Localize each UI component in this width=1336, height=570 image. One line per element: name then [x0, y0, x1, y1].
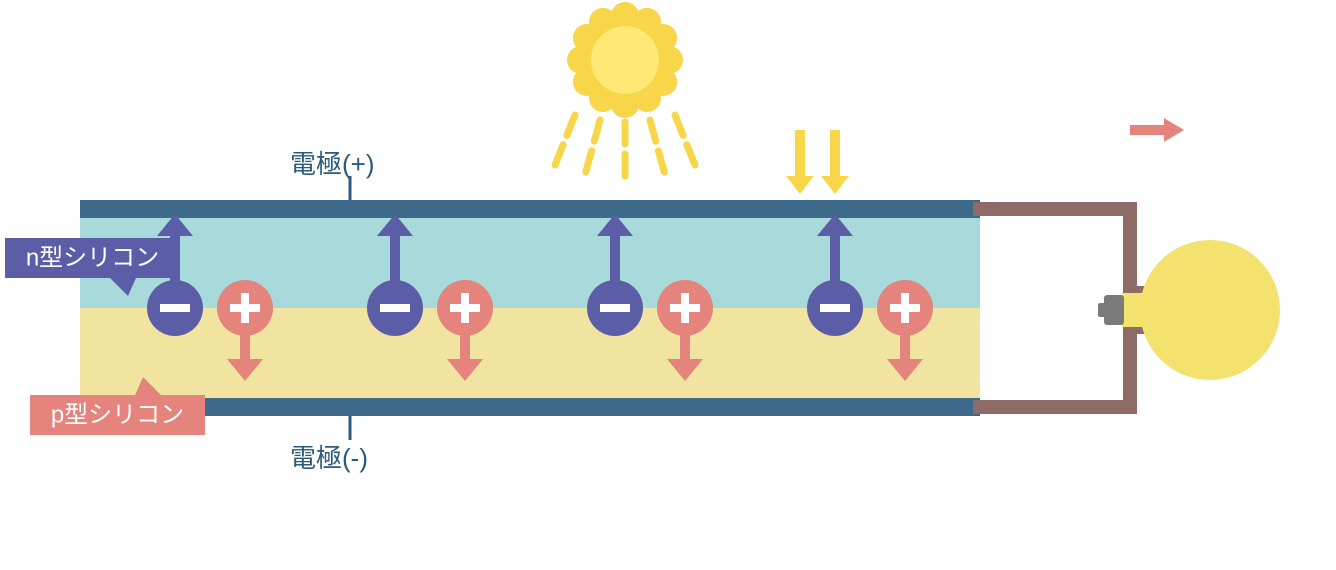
electrode-top [80, 200, 980, 218]
light-arrow [786, 130, 814, 194]
current-flow-arrow [1130, 118, 1184, 142]
electrode-pos-label: 電極(+) [290, 149, 375, 179]
svg-text:p型シリコン: p型シリコン [51, 401, 184, 428]
sun-icon [555, 2, 695, 180]
svg-text:n型シリコン: n型シリコン [26, 244, 159, 271]
solar-cell-diagram: 電極(+) 電極(-) n型シリコン p型シリコン [0, 0, 1336, 570]
electrode-bottom [80, 398, 980, 416]
light-arrow [821, 130, 849, 194]
electrode-neg-label: 電極(-) [290, 443, 368, 473]
